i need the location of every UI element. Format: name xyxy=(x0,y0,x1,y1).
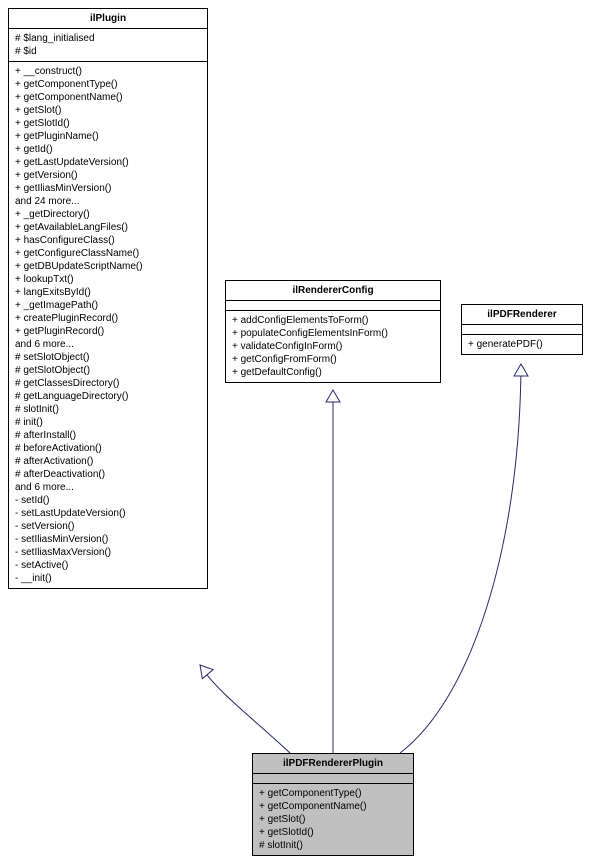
class-ilrendererconfig-attrs xyxy=(226,301,440,311)
class-ilrendererconfig-title: ilRendererConfig xyxy=(226,281,440,301)
class-ilpdfrendererplugin-attrs xyxy=(253,774,413,784)
class-ilrendererconfig-ops: + addConfigElementsToForm() + populateCo… xyxy=(226,311,440,382)
class-ilpdfrendererplugin: ilPDFRendererPlugin + getComponentType()… xyxy=(252,753,414,856)
class-ilplugin-title: ilPlugin xyxy=(9,9,207,29)
class-ilpdfrenderer-title: ilPDFRenderer xyxy=(462,305,582,325)
class-ilpdfrendererplugin-title: ilPDFRendererPlugin xyxy=(253,754,413,774)
class-ilpdfrenderer-ops: + generatePDF() xyxy=(462,335,582,354)
class-ilpdfrenderer-attrs xyxy=(462,325,582,335)
class-ilpdfrenderer: ilPDFRenderer + generatePDF() xyxy=(461,304,583,355)
class-ilplugin: ilPlugin # $lang_initialised # $id + __c… xyxy=(8,8,208,589)
class-ilplugin-attrs: # $lang_initialised # $id xyxy=(9,29,207,62)
class-ilplugin-ops: + __construct() + getComponentType() + g… xyxy=(9,62,207,588)
class-ilpdfrendererplugin-ops: + getComponentType() + getComponentName(… xyxy=(253,784,413,855)
class-ilrendererconfig: ilRendererConfig + addConfigElementsToFo… xyxy=(225,280,441,383)
